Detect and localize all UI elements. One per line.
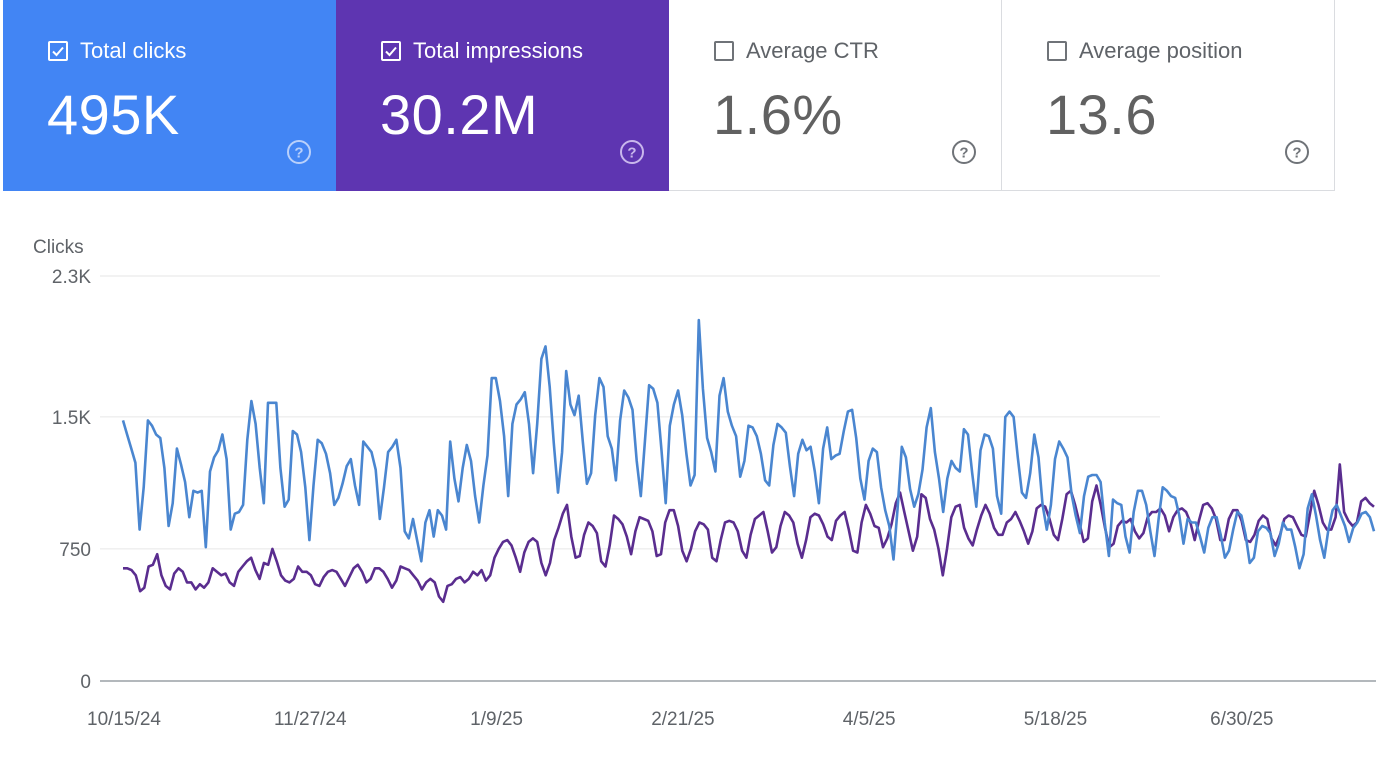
check-icon[interactable]	[48, 41, 68, 61]
help-circle-icon[interactable]: ?	[286, 139, 312, 165]
svg-text:?: ?	[1292, 145, 1301, 162]
metric-label: Average CTR	[746, 38, 879, 63]
metric-card-header: Total clicks	[48, 38, 186, 64]
help-circle-icon[interactable]: ?	[619, 139, 645, 165]
metric-card-header: Total impressions	[381, 38, 583, 64]
x-tick-label: 1/9/25	[470, 709, 523, 730]
svg-text:?: ?	[627, 145, 636, 162]
x-tick-label: 6/30/25	[1210, 709, 1273, 730]
grid-layer	[100, 275, 1376, 682]
metric-label: Total impressions	[413, 38, 583, 63]
x-tick-labels: 10/15/24 11/27/24 1/9/25 2/21/25 4/5/25 5/18/…	[87, 709, 1273, 730]
help-circle-icon[interactable]: ?	[1284, 139, 1310, 165]
x-tick-label: 2/21/25	[651, 709, 714, 730]
y-tick-label: 0	[80, 672, 91, 693]
metric-label: Average position	[1079, 38, 1243, 63]
x-tick-label: 11/27/24	[274, 709, 347, 730]
x-tick-label: 10/15/24	[87, 709, 161, 730]
checkbox-unchecked-icon[interactable]	[1047, 41, 1067, 61]
metric-card-average-ctr[interactable]: Average CTR 1.6% ?	[669, 0, 1002, 191]
y-tick-label: 750	[59, 540, 91, 561]
metric-card-header: Average CTR	[714, 38, 879, 64]
performance-chart: Clicks 0 750 1.5K 2.3K 10/15/24 11/27/24 1/9/…	[0, 200, 1376, 768]
check-icon[interactable]	[381, 41, 401, 61]
metric-card-average-position[interactable]: Average position 13.6 ?	[1002, 0, 1335, 191]
svg-text:?: ?	[959, 145, 968, 162]
checkbox-unchecked-icon[interactable]	[714, 41, 734, 61]
series-line-total-clicks	[121, 318, 1376, 570]
metric-value: 30.2M	[380, 83, 539, 146]
metric-card-header: Average position	[1047, 38, 1243, 64]
svg-text:?: ?	[294, 145, 303, 162]
series-line-total-impressions	[123, 463, 1375, 604]
metric-cards: Total clicks 495K ? Total impressions 30…	[3, 0, 1335, 191]
help-circle-icon[interactable]: ?	[951, 139, 977, 165]
y-tick-label: 2.3K	[52, 267, 91, 288]
metric-value: 13.6	[1046, 83, 1157, 146]
y-tick-label: 1.5K	[52, 408, 91, 429]
series-layer	[121, 318, 1376, 604]
metric-card-total-impressions[interactable]: Total impressions 30.2M ?	[336, 0, 669, 191]
y-tick-labels: 0 750 1.5K 2.3K	[52, 267, 91, 693]
x-tick-label: 4/5/25	[843, 709, 896, 730]
metric-label: Total clicks	[80, 38, 187, 63]
y-axis-title: Clicks	[33, 237, 84, 258]
x-tick-label: 5/18/25	[1024, 709, 1087, 730]
metric-value: 1.6%	[713, 83, 843, 146]
metric-card-total-clicks[interactable]: Total clicks 495K ?	[3, 0, 336, 191]
chart-svg: Clicks 0 750 1.5K 2.3K 10/15/24 11/27/24 1/9/…	[33, 237, 1376, 730]
metric-value: 495K	[47, 83, 180, 146]
